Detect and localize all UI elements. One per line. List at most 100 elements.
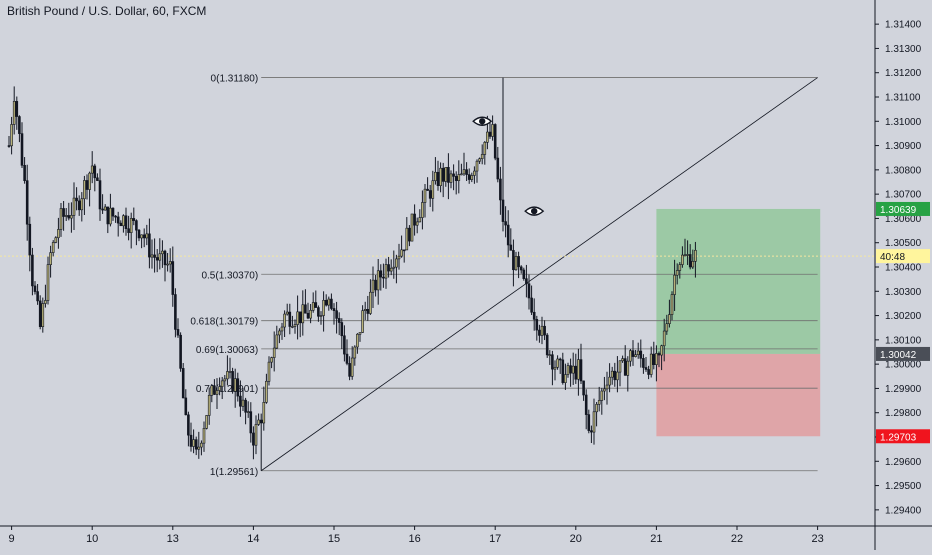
candle[interactable] bbox=[626, 356, 630, 392]
candle[interactable] bbox=[369, 279, 372, 315]
candle[interactable] bbox=[473, 166, 476, 184]
eye-icon[interactable] bbox=[524, 206, 545, 216]
candle[interactable] bbox=[254, 415, 258, 455]
candle[interactable] bbox=[371, 266, 375, 309]
candle[interactable] bbox=[592, 398, 596, 445]
candle[interactable] bbox=[101, 194, 104, 214]
candle[interactable] bbox=[327, 296, 331, 311]
candle[interactable] bbox=[215, 378, 219, 409]
candle[interactable] bbox=[246, 401, 250, 418]
candle[interactable] bbox=[491, 115, 494, 141]
candle[interactable] bbox=[218, 377, 221, 396]
candle[interactable] bbox=[488, 121, 492, 139]
candle[interactable] bbox=[449, 170, 453, 189]
candle[interactable] bbox=[639, 339, 643, 368]
candle[interactable] bbox=[506, 210, 510, 258]
candle[interactable] bbox=[174, 288, 177, 338]
candle[interactable] bbox=[324, 294, 328, 307]
candle[interactable] bbox=[122, 214, 125, 233]
candle[interactable] bbox=[597, 386, 601, 412]
candle[interactable] bbox=[85, 174, 89, 200]
candle[interactable] bbox=[54, 236, 58, 244]
candle[interactable] bbox=[283, 310, 286, 338]
candle[interactable] bbox=[590, 425, 593, 444]
candle[interactable] bbox=[124, 207, 128, 236]
candle[interactable] bbox=[522, 267, 526, 281]
candle[interactable] bbox=[202, 421, 206, 452]
candle[interactable] bbox=[257, 413, 260, 426]
candle[interactable] bbox=[319, 311, 323, 325]
candle[interactable] bbox=[392, 250, 396, 279]
candle[interactable] bbox=[272, 331, 276, 372]
candle[interactable] bbox=[668, 299, 671, 328]
candle[interactable] bbox=[142, 228, 146, 248]
candle[interactable] bbox=[262, 386, 266, 431]
candle[interactable] bbox=[194, 436, 198, 456]
entry-price-badge[interactable]: 1.30042 bbox=[876, 346, 930, 361]
candle[interactable] bbox=[18, 115, 21, 143]
candle[interactable] bbox=[389, 259, 393, 276]
candle[interactable] bbox=[129, 212, 133, 249]
candle[interactable] bbox=[20, 122, 24, 169]
candle[interactable] bbox=[171, 246, 175, 307]
candle[interactable] bbox=[540, 316, 544, 345]
candle[interactable] bbox=[358, 332, 362, 342]
candle[interactable] bbox=[413, 204, 416, 236]
candle[interactable] bbox=[382, 263, 385, 288]
candle[interactable] bbox=[83, 175, 86, 216]
candle[interactable] bbox=[285, 303, 289, 316]
candle[interactable] bbox=[28, 216, 32, 272]
candle[interactable] bbox=[98, 168, 102, 221]
candle[interactable] bbox=[340, 318, 344, 350]
candle[interactable] bbox=[189, 422, 193, 452]
candle[interactable] bbox=[426, 177, 429, 191]
candle[interactable] bbox=[44, 284, 47, 308]
candle[interactable] bbox=[644, 356, 648, 372]
candle[interactable] bbox=[200, 440, 203, 456]
candle[interactable] bbox=[192, 429, 195, 454]
candle[interactable] bbox=[345, 339, 349, 366]
candle[interactable] bbox=[361, 305, 364, 333]
candle[interactable] bbox=[579, 343, 583, 385]
candle[interactable] bbox=[519, 265, 523, 274]
candle[interactable] bbox=[582, 380, 585, 401]
candle[interactable] bbox=[587, 409, 591, 434]
loss-zone[interactable] bbox=[656, 353, 821, 437]
candle[interactable] bbox=[88, 171, 91, 207]
candle[interactable] bbox=[610, 366, 614, 385]
candle[interactable] bbox=[332, 303, 336, 325]
candle[interactable] bbox=[649, 346, 653, 378]
candle[interactable] bbox=[673, 259, 676, 311]
candle[interactable] bbox=[317, 305, 320, 322]
candle[interactable] bbox=[241, 388, 245, 411]
candle[interactable] bbox=[605, 371, 609, 405]
candle[interactable] bbox=[233, 368, 237, 408]
candle[interactable] bbox=[309, 303, 312, 324]
candle[interactable] bbox=[621, 355, 624, 363]
candle[interactable] bbox=[558, 357, 562, 374]
candle[interactable] bbox=[483, 140, 487, 165]
candle[interactable] bbox=[51, 240, 55, 257]
candle[interactable] bbox=[543, 320, 546, 341]
candle[interactable] bbox=[236, 372, 240, 402]
candle[interactable] bbox=[213, 379, 216, 396]
candle[interactable] bbox=[197, 431, 201, 459]
candle[interactable] bbox=[631, 340, 635, 366]
candle[interactable] bbox=[447, 153, 450, 200]
candle[interactable] bbox=[683, 238, 687, 257]
candle[interactable] bbox=[150, 239, 154, 269]
candle[interactable] bbox=[405, 217, 409, 251]
candle[interactable] bbox=[239, 380, 242, 417]
candle[interactable] bbox=[93, 163, 97, 192]
candle[interactable] bbox=[616, 356, 619, 393]
candle[interactable] bbox=[556, 355, 559, 370]
candle[interactable] bbox=[584, 389, 588, 430]
candle[interactable] bbox=[145, 224, 149, 246]
candle[interactable] bbox=[127, 215, 130, 241]
candle[interactable] bbox=[457, 160, 461, 194]
candle[interactable] bbox=[350, 346, 354, 380]
candle[interactable] bbox=[496, 146, 500, 183]
candle[interactable] bbox=[207, 387, 211, 425]
candle[interactable] bbox=[467, 168, 471, 184]
candle[interactable] bbox=[96, 173, 99, 182]
